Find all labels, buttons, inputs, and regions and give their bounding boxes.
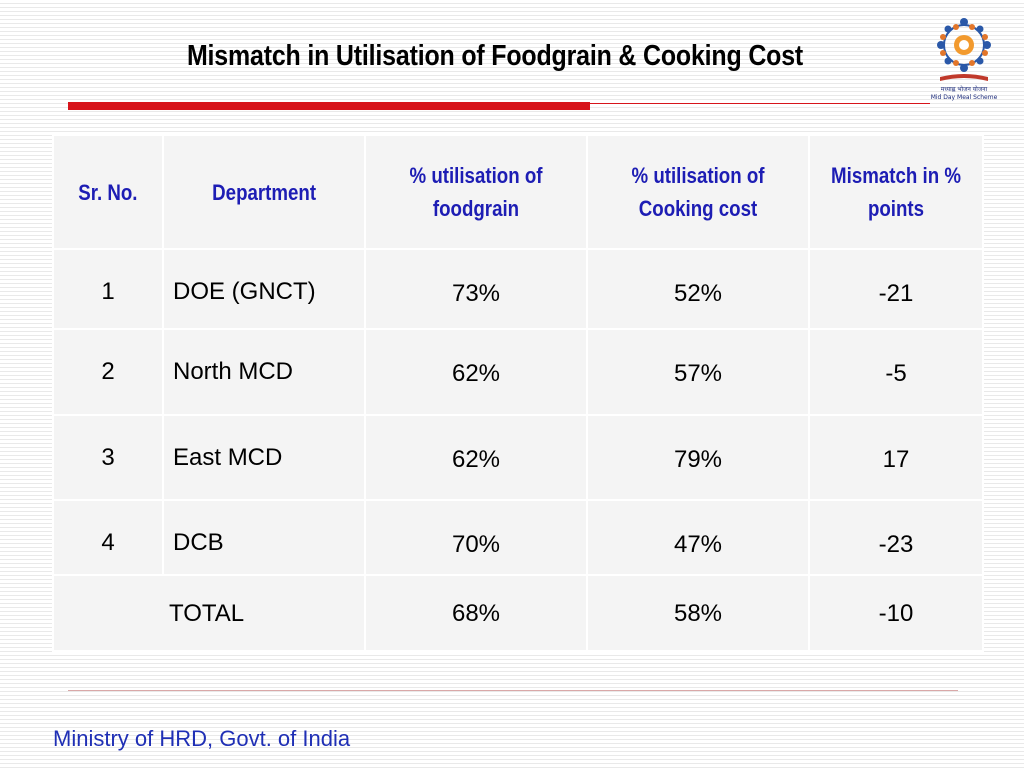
footer-text: Ministry of HRD, Govt. of India	[53, 726, 351, 751]
data-table-container: Sr. No. Department % utilisation of food…	[52, 134, 984, 652]
cell-total-foodgrain: 68%	[364, 574, 588, 652]
cell-department: East MCD	[162, 414, 366, 501]
cell-mismatch: -5	[808, 328, 984, 416]
cell-cooking: 57%	[586, 328, 810, 416]
table-header-row: Sr. No. Department % utilisation of food…	[52, 134, 984, 250]
cell-foodgrain: 62%	[364, 414, 588, 501]
table-row: 2 North MCD 62% 57% -5	[52, 328, 984, 416]
cell-foodgrain: 70%	[364, 499, 588, 576]
footer-divider	[68, 690, 958, 691]
cell-sr: 2	[52, 328, 164, 416]
cell-department: DCB	[162, 499, 366, 576]
table-row: 1 DOE (GNCT) 73% 52% -21	[52, 248, 984, 330]
table-row: 4 DCB 70% 47% -23	[52, 499, 984, 576]
cell-total-cooking: 58%	[586, 574, 810, 652]
cell-department: DOE (GNCT)	[162, 248, 366, 330]
cell-foodgrain: 73%	[364, 248, 588, 330]
cell-mismatch: -23	[808, 499, 984, 576]
title-underline-red	[68, 102, 590, 110]
logo-caption-text: Mid Day Meal Scheme	[931, 94, 998, 101]
cell-total-mismatch: -10	[808, 574, 984, 652]
data-table: Sr. No. Department % utilisation of food…	[52, 134, 984, 652]
cell-mismatch: 17	[808, 414, 984, 501]
table-row: 3 East MCD 62% 79% 17	[52, 414, 984, 501]
cell-foodgrain: 62%	[364, 328, 588, 416]
cell-sr: 4	[52, 499, 164, 576]
cell-department: North MCD	[162, 328, 366, 416]
mid-day-meal-scheme-logo-icon: मध्याह्न भोजन योजना Mid Day Meal Scheme	[931, 18, 998, 101]
mid-day-meal-logo: मध्याह्न भोजन योजना Mid Day Meal Scheme	[928, 15, 1000, 105]
cell-cooking: 52%	[586, 248, 810, 330]
slide-title: Mismatch in Utilisation of Foodgrain & C…	[186, 40, 804, 72]
cell-sr: 1	[52, 248, 164, 330]
header-foodgrain: % utilisation of foodgrain	[364, 134, 588, 250]
header-mismatch: Mismatch in % points	[808, 134, 984, 250]
header-sr-no: Sr. No.	[52, 134, 164, 250]
cell-mismatch: -21	[808, 248, 984, 330]
table-total-row: TOTAL 68% 58% -10	[52, 574, 984, 652]
cell-sr: 3	[52, 414, 164, 501]
header-department: Department	[162, 134, 366, 250]
header-cooking-cost: % utilisation of Cooking cost	[586, 134, 810, 250]
title-underline-thin	[590, 103, 930, 104]
logo-hindi-text: मध्याह्न भोजन योजना	[941, 85, 988, 93]
cell-cooking: 79%	[586, 414, 810, 501]
cell-cooking: 47%	[586, 499, 810, 576]
cell-total-label: TOTAL	[52, 574, 366, 652]
